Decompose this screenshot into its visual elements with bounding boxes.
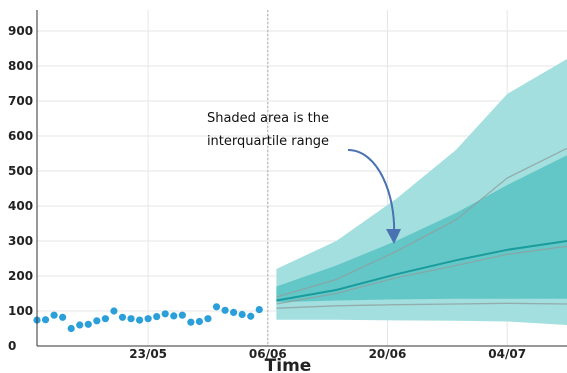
observed-point-17-05 — [93, 317, 101, 325]
observed-point-13-05 — [59, 313, 67, 321]
observed-point-27-05 — [178, 311, 186, 319]
x-axis-label: Time — [265, 356, 312, 373]
annotation-arrow — [347, 149, 401, 244]
observed-point-20-05 — [118, 313, 127, 321]
observed-point-02-06 — [230, 308, 238, 316]
tick-labels: 0 100 200 300 400 500 600 700 800 900 23/05 06/06 20… — [8, 24, 526, 361]
annotation-line-1: Shaded area is the — [207, 111, 329, 126]
x-tick-label-06-06: 06/06 — [249, 347, 287, 361]
observed-point-12-05 — [50, 311, 58, 319]
interquartile-band — [276, 155, 567, 303]
x-tick-label-04-07: 04/07 — [488, 347, 526, 361]
observed-point-01-06 — [221, 306, 229, 314]
x-tick-label-23-05: 23/05 — [129, 347, 167, 361]
sample-line-3 — [276, 302, 567, 309]
y-tick-label-600: 600 — [8, 129, 33, 143]
axes — [36, 10, 567, 347]
observed-point-11-05 — [41, 316, 50, 324]
observed-point-03-06 — [238, 310, 246, 319]
observed-point-31-05 — [212, 303, 221, 311]
annotation-line-2: interquartile range — [207, 134, 329, 149]
x-tick-label-20-06: 20/06 — [369, 347, 407, 361]
observed-point-30-05 — [204, 315, 212, 323]
forecast-lines — [276, 147, 567, 309]
observed-point-22-05 — [135, 316, 144, 324]
y-tick-label-400: 400 — [8, 199, 33, 213]
observed-point-25-05 — [161, 310, 169, 318]
observed-point-18-05 — [101, 315, 109, 323]
observed-point-26-05 — [170, 312, 178, 320]
observed-point-04-06 — [247, 312, 255, 320]
observed-point-15-05 — [76, 321, 84, 329]
sample-line-2 — [276, 245, 567, 305]
forecast-bands — [276, 59, 567, 325]
y-tick-label-800: 800 — [8, 59, 33, 73]
observed-point-24-05 — [153, 313, 161, 321]
y-tick-label-200: 200 — [8, 269, 33, 283]
observed-point-21-05 — [127, 315, 135, 323]
sample-line-1 — [276, 147, 567, 298]
arrow-head — [386, 229, 401, 244]
y-tick-label-0: 0 — [8, 339, 16, 353]
y-tick-label-900: 900 — [8, 24, 33, 38]
arrow-shaft — [347, 149, 396, 237]
observed-point-29-05 — [195, 317, 204, 326]
observed-point-16-05 — [84, 320, 92, 328]
observed-point-19-05 — [110, 307, 118, 315]
y-tick-label-100: 100 — [8, 304, 33, 318]
observed-point-05-06 — [255, 306, 263, 314]
observed-points — [33, 303, 263, 333]
y-tick-label-500: 500 — [8, 164, 33, 178]
observed-point-23-05 — [144, 315, 152, 323]
annotation: Shaded area is the interquartile range — [207, 111, 329, 149]
median-line — [276, 240, 567, 302]
observed-point-28-05 — [187, 318, 195, 326]
y-tick-label-700: 700 — [8, 94, 33, 108]
observed-point-14-05 — [67, 324, 75, 333]
y-tick-label-300: 300 — [8, 234, 33, 248]
